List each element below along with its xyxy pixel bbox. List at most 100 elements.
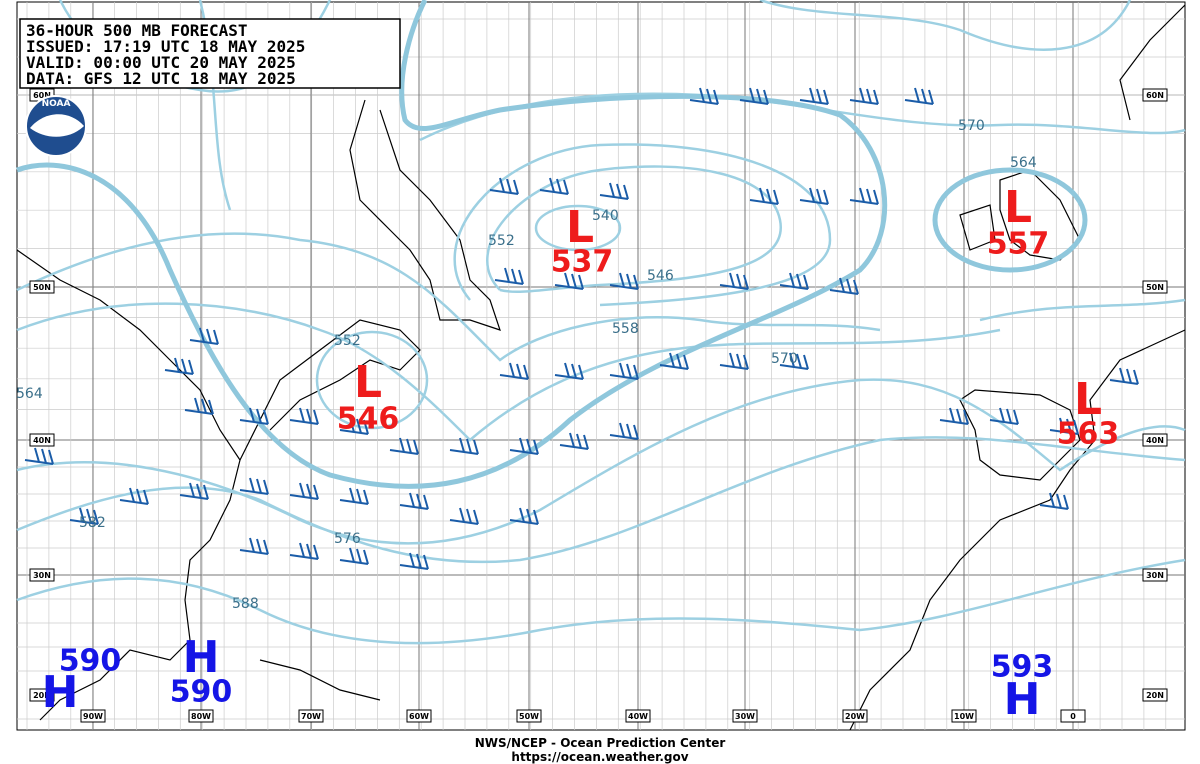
wind-barb bbox=[494, 267, 524, 285]
wind-barb bbox=[849, 187, 879, 205]
lon-label-box bbox=[951, 709, 977, 723]
lon-label: 20W bbox=[845, 712, 865, 721]
lat-label: 40N bbox=[1146, 436, 1164, 445]
wind-barb bbox=[554, 362, 584, 380]
lon-label: 90W bbox=[83, 712, 103, 721]
contour-label: 582 bbox=[79, 515, 106, 531]
lon-label: 10W bbox=[954, 712, 974, 721]
center-symbol: L bbox=[1004, 182, 1032, 233]
wind-barbs bbox=[24, 87, 1139, 570]
wind-barb bbox=[239, 477, 269, 495]
wind-barb bbox=[904, 87, 934, 105]
wind-barb bbox=[289, 407, 319, 425]
lon-label: 70W bbox=[301, 712, 321, 721]
contour-label: 540 bbox=[592, 208, 619, 224]
wind-barb bbox=[599, 182, 629, 200]
center-symbol: H bbox=[42, 667, 79, 718]
contour-label: 570 bbox=[958, 118, 985, 134]
wind-barb bbox=[609, 422, 639, 440]
logo-text: NOAA bbox=[42, 99, 71, 109]
lon-label-box bbox=[732, 709, 758, 723]
center-value: 590 bbox=[59, 644, 122, 679]
wind-barb bbox=[239, 407, 269, 425]
contour-label: 558 bbox=[612, 321, 639, 337]
wind-barb bbox=[119, 487, 149, 505]
lon-label-box bbox=[1060, 709, 1086, 723]
lon-label: 50W bbox=[519, 712, 539, 721]
wind-barb bbox=[289, 542, 319, 560]
noaa-logo-bird bbox=[30, 114, 84, 137]
wind-barb bbox=[554, 272, 584, 290]
wind-barb bbox=[849, 87, 879, 105]
center-value: 563 bbox=[1057, 417, 1120, 452]
center-value: 546 bbox=[337, 402, 400, 437]
wind-barb bbox=[779, 352, 809, 370]
lat-label-box bbox=[29, 688, 55, 702]
lat-label-box bbox=[1142, 568, 1168, 582]
wind-barb bbox=[689, 87, 719, 105]
wind-barb bbox=[989, 407, 1019, 425]
contour-label: 588 bbox=[232, 596, 259, 612]
wind-barb bbox=[389, 437, 419, 455]
contour-label: 564 bbox=[1010, 155, 1037, 171]
lon-label: 0 bbox=[1070, 712, 1076, 721]
wind-barb bbox=[799, 187, 829, 205]
lat-label: 50N bbox=[1146, 283, 1164, 292]
contour-label: 546 bbox=[647, 268, 674, 284]
wind-barb bbox=[1039, 492, 1069, 510]
header-line: ISSUED: 17:19 UTC 18 MAY 2025 bbox=[26, 37, 305, 56]
wind-barb bbox=[339, 547, 369, 565]
header-box bbox=[19, 18, 401, 89]
lat-label-box bbox=[29, 568, 55, 582]
wind-barb bbox=[449, 507, 479, 525]
contour-label: 570 bbox=[771, 351, 798, 367]
lat-label: 60N bbox=[1146, 91, 1164, 100]
lat-label: 50N bbox=[33, 283, 51, 292]
main-contours bbox=[16, 0, 1088, 489]
wind-barb bbox=[184, 397, 214, 415]
lat-label: 30N bbox=[1146, 571, 1164, 580]
wind-barb bbox=[189, 327, 219, 345]
lat-label-box bbox=[1142, 88, 1168, 102]
labels: 60N 60N 50N 50N 40N 40N 30N 30N 20N 20N 90W 80W 70W 6… bbox=[16, 88, 1168, 725]
center-value: 593 bbox=[991, 650, 1054, 685]
wind-barb bbox=[799, 87, 829, 105]
wind-barb bbox=[339, 487, 369, 505]
footer-url: https://ocean.weather.gov bbox=[511, 750, 688, 764]
center-symbol: H bbox=[183, 632, 220, 683]
center-value: 557 bbox=[987, 227, 1050, 262]
lat-label: 20N bbox=[1146, 691, 1164, 700]
wind-barb bbox=[399, 552, 429, 570]
wind-barb bbox=[24, 447, 54, 465]
contour-label: 552 bbox=[334, 333, 361, 349]
lon-label-box bbox=[406, 709, 432, 723]
wind-barb bbox=[509, 437, 539, 455]
wind-barb bbox=[1049, 417, 1079, 435]
wind-barb bbox=[829, 277, 859, 295]
wind-barb bbox=[1109, 367, 1139, 385]
center-symbol: L bbox=[1074, 374, 1102, 425]
coastlines bbox=[16, 4, 1186, 731]
lat-label-box bbox=[1142, 433, 1168, 447]
contour-label: 564 bbox=[16, 386, 43, 402]
lon-label-box bbox=[516, 709, 542, 723]
lat-label-box bbox=[1142, 280, 1168, 294]
wind-barb bbox=[449, 437, 479, 455]
wind-barb bbox=[779, 272, 809, 290]
wind-barb bbox=[489, 177, 519, 195]
wind-barb bbox=[69, 507, 99, 525]
center-symbol: L bbox=[354, 357, 382, 408]
wind-barb bbox=[164, 357, 194, 375]
wind-barb bbox=[179, 482, 209, 500]
contour-label: 552 bbox=[488, 233, 515, 249]
wind-barb bbox=[339, 417, 369, 435]
lon-label-box bbox=[188, 709, 214, 723]
center-symbol: H bbox=[1004, 674, 1041, 725]
wind-barb bbox=[539, 177, 569, 195]
lon-label: 60W bbox=[409, 712, 429, 721]
wind-barb bbox=[399, 492, 429, 510]
center-value: 590 bbox=[170, 675, 233, 710]
wind-barb bbox=[559, 432, 589, 450]
wind-barb bbox=[609, 362, 639, 380]
